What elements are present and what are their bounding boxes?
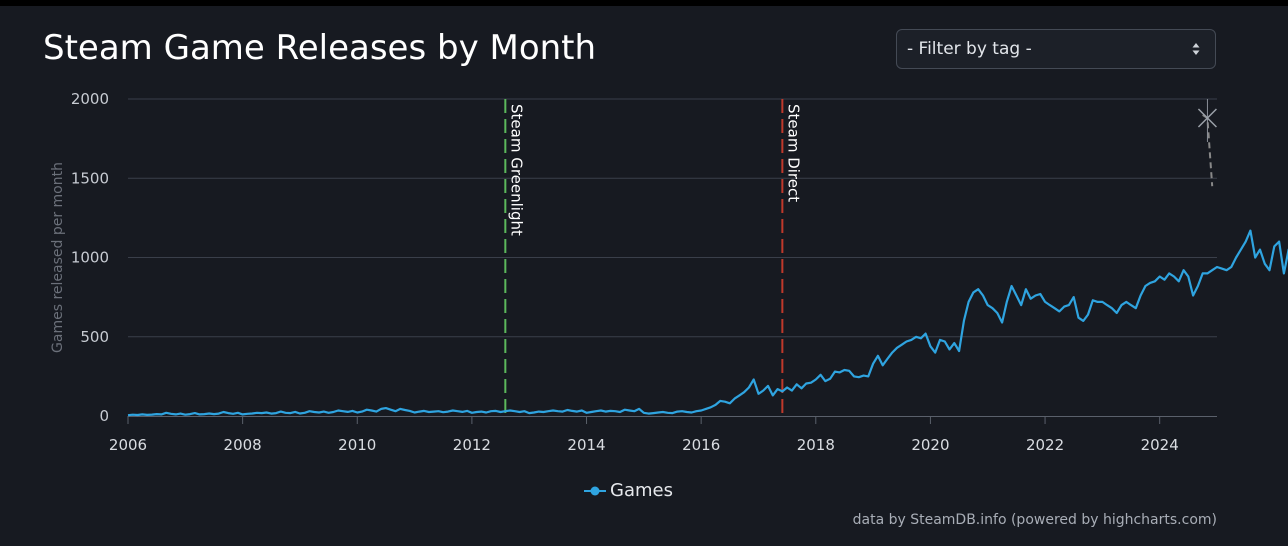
x-tick-label: 2022 [1026, 436, 1064, 454]
plotline-label: Steam Greenlight [507, 104, 525, 236]
x-tick-label: 2012 [453, 436, 491, 454]
x-tick-label: 2008 [224, 436, 262, 454]
page-title: Steam Game Releases by Month [43, 28, 597, 68]
x-tick-label: 2024 [1141, 436, 1179, 454]
legend-label: Games [610, 480, 673, 501]
sort-arrows-icon [1192, 43, 1200, 55]
x-tick-label: 2010 [338, 436, 376, 454]
filter-selected-value: - Filter by tag - [907, 39, 1032, 59]
hover-marker [1197, 108, 1217, 128]
y-tick-label: 1500 [71, 169, 109, 187]
y-tick-label: 1000 [71, 249, 109, 267]
credits-link[interactable]: data by SteamDB.info (powered by highcha… [852, 512, 1217, 528]
x-tick-label: 2018 [797, 436, 835, 454]
plotline-label: Steam Direct [784, 104, 802, 202]
y-tick-label: 0 [99, 407, 109, 425]
y-tick-label: 500 [80, 328, 109, 346]
legend-symbol-icon [584, 486, 606, 496]
x-tick-label: 2020 [911, 436, 949, 454]
y-axis-title: Games released per month [50, 162, 66, 353]
x-tick-label: 2014 [567, 436, 605, 454]
window-top-edge [0, 0, 1288, 6]
x-tick-label: 2016 [682, 436, 720, 454]
tag-filter-select[interactable]: - Filter by tag - [896, 29, 1216, 69]
series-line-games [127, 229, 1288, 417]
y-tick-label: 2000 [71, 90, 109, 108]
x-tick-label: 2006 [109, 436, 147, 454]
